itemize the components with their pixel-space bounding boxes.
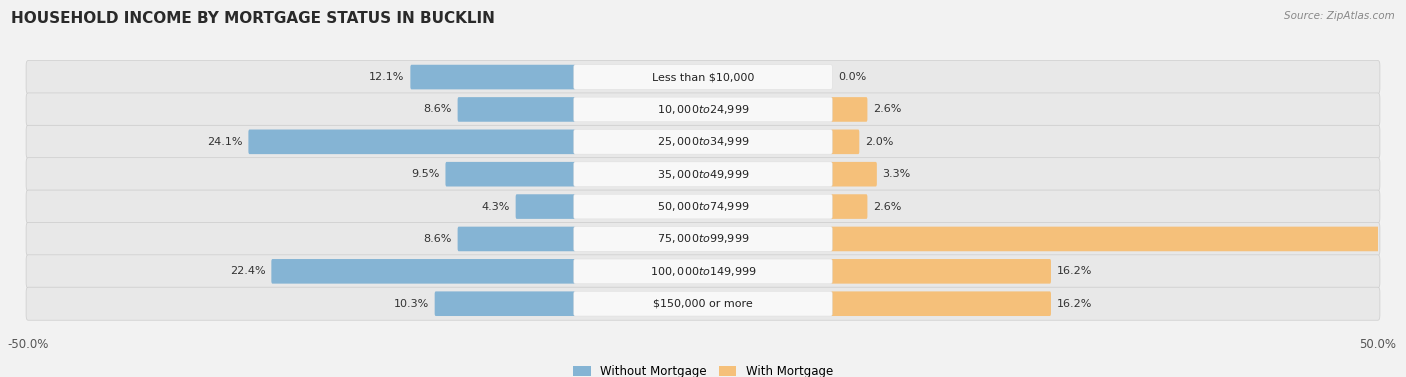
Text: 2.0%: 2.0% bbox=[865, 137, 893, 147]
FancyBboxPatch shape bbox=[830, 194, 868, 219]
FancyBboxPatch shape bbox=[27, 158, 1379, 191]
Legend: Without Mortgage, With Mortgage: Without Mortgage, With Mortgage bbox=[568, 360, 838, 377]
FancyBboxPatch shape bbox=[574, 130, 832, 154]
FancyBboxPatch shape bbox=[830, 291, 1050, 316]
FancyBboxPatch shape bbox=[830, 259, 1050, 284]
FancyBboxPatch shape bbox=[574, 227, 832, 251]
Text: $25,000 to $34,999: $25,000 to $34,999 bbox=[657, 135, 749, 148]
FancyBboxPatch shape bbox=[27, 287, 1379, 320]
Text: 16.2%: 16.2% bbox=[1057, 266, 1092, 276]
Text: 9.5%: 9.5% bbox=[412, 169, 440, 179]
Text: 10.3%: 10.3% bbox=[394, 299, 429, 309]
Text: 3.3%: 3.3% bbox=[883, 169, 911, 179]
Text: Source: ZipAtlas.com: Source: ZipAtlas.com bbox=[1284, 11, 1395, 21]
Text: 8.6%: 8.6% bbox=[423, 104, 451, 115]
Text: 16.2%: 16.2% bbox=[1057, 299, 1092, 309]
FancyBboxPatch shape bbox=[434, 291, 576, 316]
FancyBboxPatch shape bbox=[574, 97, 832, 122]
FancyBboxPatch shape bbox=[457, 227, 576, 251]
FancyBboxPatch shape bbox=[27, 222, 1379, 256]
FancyBboxPatch shape bbox=[271, 259, 576, 284]
FancyBboxPatch shape bbox=[516, 194, 576, 219]
FancyBboxPatch shape bbox=[574, 194, 832, 219]
FancyBboxPatch shape bbox=[830, 130, 859, 154]
Text: 12.1%: 12.1% bbox=[370, 72, 405, 82]
FancyBboxPatch shape bbox=[457, 97, 576, 122]
FancyBboxPatch shape bbox=[446, 162, 576, 187]
Text: 8.6%: 8.6% bbox=[423, 234, 451, 244]
FancyBboxPatch shape bbox=[411, 65, 576, 89]
Text: 2.6%: 2.6% bbox=[873, 202, 901, 211]
FancyBboxPatch shape bbox=[27, 125, 1379, 158]
Text: 22.4%: 22.4% bbox=[231, 266, 266, 276]
Text: HOUSEHOLD INCOME BY MORTGAGE STATUS IN BUCKLIN: HOUSEHOLD INCOME BY MORTGAGE STATUS IN B… bbox=[11, 11, 495, 26]
FancyBboxPatch shape bbox=[27, 93, 1379, 126]
Text: Less than $10,000: Less than $10,000 bbox=[652, 72, 754, 82]
FancyBboxPatch shape bbox=[249, 130, 576, 154]
Text: $100,000 to $149,999: $100,000 to $149,999 bbox=[650, 265, 756, 278]
Text: 24.1%: 24.1% bbox=[207, 137, 243, 147]
FancyBboxPatch shape bbox=[574, 65, 832, 89]
FancyBboxPatch shape bbox=[27, 190, 1379, 223]
Text: $75,000 to $99,999: $75,000 to $99,999 bbox=[657, 233, 749, 245]
Text: 2.6%: 2.6% bbox=[873, 104, 901, 115]
FancyBboxPatch shape bbox=[574, 162, 832, 187]
Text: $150,000 or more: $150,000 or more bbox=[654, 299, 752, 309]
Text: 4.3%: 4.3% bbox=[482, 202, 510, 211]
FancyBboxPatch shape bbox=[27, 255, 1379, 288]
FancyBboxPatch shape bbox=[830, 97, 868, 122]
Text: $35,000 to $49,999: $35,000 to $49,999 bbox=[657, 168, 749, 181]
FancyBboxPatch shape bbox=[27, 61, 1379, 93]
FancyBboxPatch shape bbox=[574, 291, 832, 316]
FancyBboxPatch shape bbox=[830, 162, 877, 187]
FancyBboxPatch shape bbox=[574, 259, 832, 284]
Text: $50,000 to $74,999: $50,000 to $74,999 bbox=[657, 200, 749, 213]
FancyBboxPatch shape bbox=[830, 227, 1406, 251]
Text: $10,000 to $24,999: $10,000 to $24,999 bbox=[657, 103, 749, 116]
Text: 0.0%: 0.0% bbox=[838, 72, 866, 82]
